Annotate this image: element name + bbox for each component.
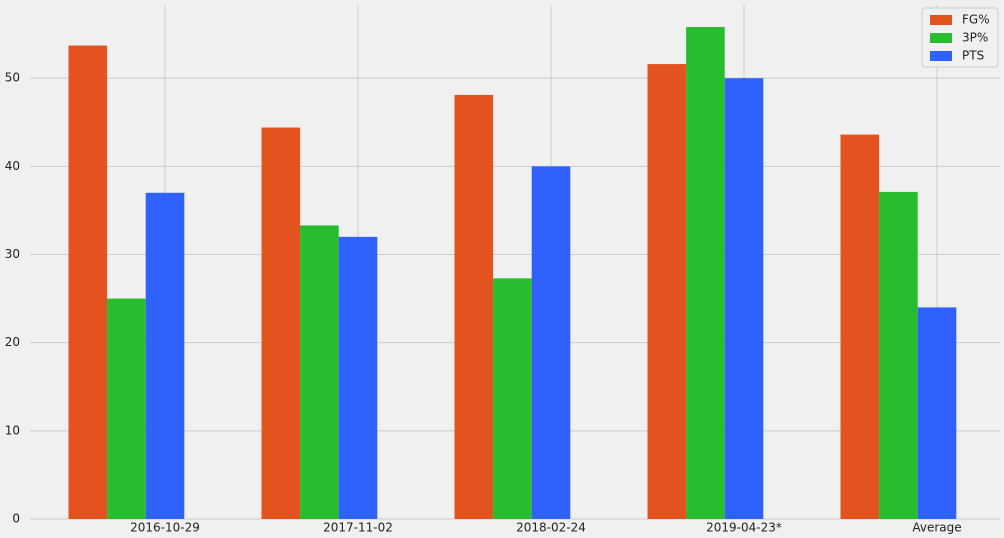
legend-swatch <box>930 15 952 25</box>
bar <box>840 134 880 519</box>
legend-swatch <box>930 33 952 43</box>
x-tick-label: 2017-11-02 <box>323 521 393 535</box>
y-tick-label: 40 <box>5 159 20 173</box>
bar <box>145 192 185 519</box>
y-tick-label: 50 <box>5 71 20 85</box>
bar <box>531 166 571 519</box>
y-tick-label: 0 <box>12 512 20 526</box>
bar <box>300 225 339 519</box>
y-tick-label: 30 <box>5 247 20 261</box>
bar <box>879 191 918 519</box>
bar <box>68 45 108 519</box>
bar <box>686 27 725 519</box>
x-tick-label: Average <box>912 521 961 535</box>
bar <box>454 94 494 520</box>
legend-label: FG% <box>962 13 990 27</box>
bar <box>724 78 764 520</box>
bar <box>261 127 301 519</box>
y-tick-label: 10 <box>5 423 20 437</box>
legend-label: PTS <box>962 49 984 63</box>
legend-swatch <box>930 51 952 61</box>
x-tick-label: 2019-04-23* <box>706 521 782 535</box>
bar <box>493 278 532 519</box>
bar <box>917 307 957 519</box>
legend-label: 3P% <box>962 31 988 45</box>
y-tick-label: 20 <box>5 335 20 349</box>
bar <box>107 298 146 519</box>
bar <box>647 64 687 520</box>
x-tick-label: 2018-02-24 <box>516 521 586 535</box>
x-tick-label: 2016-10-29 <box>130 521 200 535</box>
bar <box>338 236 378 519</box>
